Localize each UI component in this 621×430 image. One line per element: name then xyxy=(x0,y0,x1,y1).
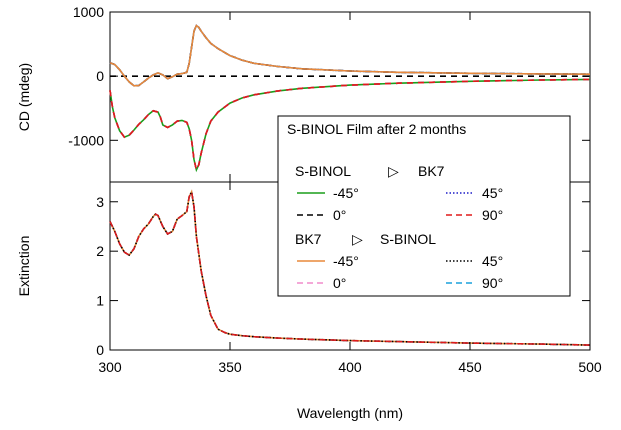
bottom-plot-area xyxy=(109,189,591,346)
bottom-y-tick-label: 2 xyxy=(96,243,104,259)
legend-group1-arrow-icon: ▷ xyxy=(388,163,399,179)
top-axis-ticks: 1000 0 -1000 xyxy=(68,4,591,182)
top-y-tick-label: 0 xyxy=(96,68,104,84)
legend-label-g2-2: 0° xyxy=(333,275,346,291)
legend-label-g1-0: -45° xyxy=(333,185,359,201)
x-tick-label: 450 xyxy=(458,359,482,375)
bottom-y-tick-label: 0 xyxy=(96,342,104,358)
bottom-y-tick-label: 3 xyxy=(96,194,104,210)
top-y-tick-label: 1000 xyxy=(73,4,104,20)
top-y-axis-label: CD (mdeg) xyxy=(16,63,32,131)
legend: S-BINOL Film after 2 months S-BINOL ▷ BK… xyxy=(277,115,571,297)
legend-label-g2-0: -45° xyxy=(333,253,359,269)
cd-lower-curve-0 xyxy=(109,78,591,173)
legend-label-g2-1: 45° xyxy=(482,253,503,269)
x-axis-label: Wavelength (nm) xyxy=(297,405,403,421)
extinction-curve-3 xyxy=(109,189,591,346)
legend-label-g1-3: 90° xyxy=(482,207,503,223)
legend-group2-arrow-icon: ▷ xyxy=(352,231,363,247)
bottom-y-axis-label: Extinction xyxy=(16,236,32,297)
legend-group2-heading-left: BK7 xyxy=(295,231,322,247)
legend-box xyxy=(277,115,571,297)
legend-title: S-BINOL Film after 2 months xyxy=(287,121,466,137)
top-y-tick-label: -1000 xyxy=(68,132,104,148)
x-tick-label: 350 xyxy=(218,359,242,375)
x-tick-label: 400 xyxy=(338,359,362,375)
legend-label-g1-1: 45° xyxy=(482,185,503,201)
bottom-axis-ticks: 0 1 2 3 300 350 400 450 500 xyxy=(96,182,602,375)
top-plot-area xyxy=(109,24,591,173)
legend-group1-heading-left: S-BINOL xyxy=(295,163,351,179)
x-tick-label: 300 xyxy=(98,359,122,375)
legend-group2-heading-right: S-BINOL xyxy=(380,231,436,247)
legend-label-g2-3: 90° xyxy=(482,275,503,291)
legend-entries: -45° 45° 0° 90° -45° 45° 0° 90° xyxy=(297,185,503,291)
bottom-y-tick-label: 1 xyxy=(96,293,104,309)
legend-label-g1-2: 0° xyxy=(333,207,346,223)
cd-upper-curve-3 xyxy=(109,24,591,87)
x-tick-label: 500 xyxy=(578,359,602,375)
legend-group1-heading-right: BK7 xyxy=(418,163,445,179)
